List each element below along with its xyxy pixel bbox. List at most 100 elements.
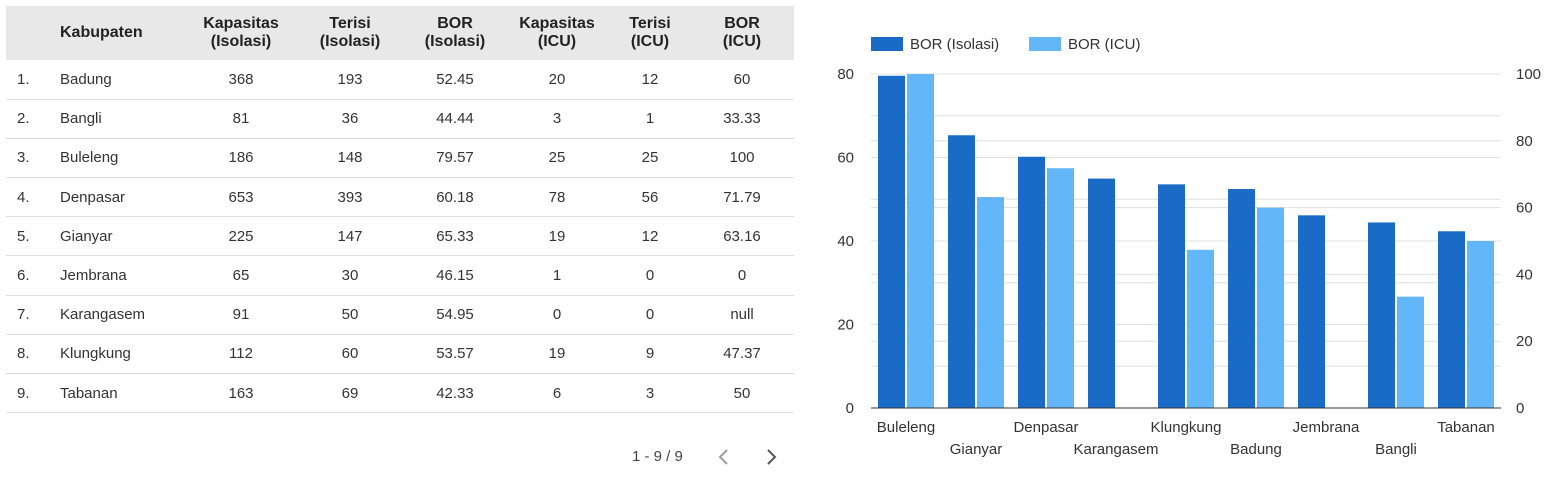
x-tick-label: Jembrana: [1293, 419, 1360, 436]
table-row[interactable]: 8. Klungkung 112 60 53.57 19 9 47.37: [6, 334, 794, 374]
bar-bor-icu: [1047, 168, 1074, 408]
table-row[interactable]: 2. Bangli 81 36 44.44 3 1 33.33: [6, 99, 794, 139]
bar-bor-isolasi: [1298, 215, 1325, 408]
cell-kapasitas-isolasi: 225: [228, 227, 254, 245]
x-tick-label: Denpasar: [1013, 419, 1078, 436]
cell-kabupaten: Bangli: [60, 110, 102, 128]
cell-kabupaten: Tabanan: [60, 384, 118, 402]
cell-kapasitas-isolasi: 653: [228, 188, 254, 206]
bar-bor-icu: [1187, 249, 1214, 408]
row-number: 7.: [17, 306, 30, 324]
cell-kabupaten: Klungkung: [60, 345, 131, 363]
x-tick-label: Tabanan: [1437, 419, 1495, 436]
table-row[interactable]: 4. Denpasar 653 393 60.18 78 56 71.79: [6, 178, 794, 217]
bar-bor-isolasi: [1438, 231, 1465, 408]
legend-label: BOR (Isolasi): [910, 36, 999, 53]
next-page-button[interactable]: [761, 446, 781, 468]
cell-terisi-isolasi: 148: [337, 149, 363, 167]
table-row[interactable]: 1. Badung 368 193 52.45 20 12 60: [6, 60, 794, 100]
pagination-label: 1 - 9 / 9: [632, 448, 683, 465]
cell-kabupaten: Denpasar: [60, 188, 126, 206]
table-row[interactable]: 5. Gianyar 225 147 65.33 19 12 63.16: [6, 217, 794, 256]
header-kapasitas-icu[interactable]: Kapasitas (ICU): [519, 15, 595, 50]
table-row[interactable]: 6. Jembrana 65 30 46.15 1 0 0: [6, 256, 794, 296]
right-y-tick-label: 80: [1516, 133, 1533, 150]
prev-page-button[interactable]: [714, 446, 734, 468]
table-row[interactable]: 3. Buleleng 186 148 79.57 25 25 100: [6, 138, 794, 178]
cell-kabupaten: Badung: [60, 70, 112, 88]
cell-kapasitas-isolasi: 81: [232, 110, 250, 128]
cell-terisi-icu: 56: [641, 188, 659, 206]
cell-bor-icu: 0: [737, 267, 747, 285]
cell-terisi-icu: 9: [645, 345, 655, 363]
cell-bor-icu: 50: [733, 384, 751, 402]
cell-kapasitas-isolasi: 163: [228, 384, 254, 402]
left-y-tick-label: 60: [837, 150, 854, 167]
cell-kapasitas-icu: 6: [552, 384, 562, 402]
cell-kabupaten: Jembrana: [60, 267, 127, 285]
right-y-tick-label: 40: [1516, 266, 1533, 283]
left-y-tick-label: 80: [837, 66, 854, 83]
bar-chart-panel: Buleleng Gianyar Denpasar Karangasem Klungku…: [810, 0, 1550, 472]
cell-terisi-icu: 3: [645, 384, 655, 402]
cell-kapasitas-icu: 78: [548, 188, 566, 206]
cell-terisi-isolasi: 30: [341, 267, 359, 285]
cell-terisi-icu: 0: [645, 267, 655, 285]
header-terisi-icu[interactable]: Terisi (ICU): [629, 15, 671, 50]
header-no: [6, 6, 56, 60]
cell-bor-isolasi: 53.57: [436, 345, 474, 363]
cell-kapasitas-isolasi: 91: [232, 306, 250, 324]
bar-bor-isolasi: [1228, 189, 1255, 408]
cell-bor-icu: null: [730, 306, 754, 324]
header-bor-icu[interactable]: BOR (ICU): [722, 15, 762, 50]
cell-kapasitas-icu: 25: [548, 149, 566, 167]
chevron-left-icon: [718, 449, 728, 465]
cell-kapasitas-isolasi: 65: [232, 267, 250, 285]
bar-bor-isolasi: [878, 75, 905, 408]
cell-bor-icu: 100: [729, 149, 755, 167]
bar-bor-isolasi: [948, 135, 975, 408]
table-row[interactable]: 7. Karangasem 91 50 54.95 0 0 null: [6, 295, 794, 335]
table-row[interactable]: 9. Tabanan 163 69 42.33 6 3 50: [6, 374, 794, 413]
cell-bor-icu: 33.33: [723, 110, 761, 128]
bar-bor-isolasi: [1088, 178, 1115, 408]
bar-bor-icu: [1257, 207, 1284, 408]
x-tick-label: Buleleng: [877, 419, 935, 436]
bar-bor-icu: [977, 197, 1004, 408]
row-number: 4.: [17, 188, 30, 206]
legend-label: BOR (ICU): [1068, 36, 1141, 53]
cell-kapasitas-icu: 0: [552, 306, 562, 324]
x-tick-label: Karangasem: [1073, 441, 1158, 458]
cell-bor-isolasi: 79.57: [436, 149, 474, 167]
legend-swatch: [1029, 37, 1061, 51]
cell-terisi-isolasi: 393: [337, 188, 363, 206]
row-number: 2.: [17, 110, 30, 128]
bar-bor-isolasi: [1368, 222, 1395, 408]
cell-kapasitas-icu: 19: [548, 345, 566, 363]
cell-kabupaten: Buleleng: [60, 149, 119, 167]
cell-terisi-isolasi: 60: [341, 345, 359, 363]
cell-bor-isolasi: 42.33: [436, 384, 474, 402]
right-y-tick-label: 0: [1516, 400, 1524, 417]
x-tick-label: Gianyar: [950, 441, 1003, 458]
bar-bor-isolasi: [1018, 156, 1045, 408]
right-y-tick-label: 60: [1516, 200, 1533, 217]
header-bor-isolasi[interactable]: BOR (Isolasi): [424, 15, 486, 50]
cell-terisi-isolasi: 69: [341, 384, 359, 402]
cell-kapasitas-icu: 20: [548, 70, 566, 88]
bar-bor-icu: [1397, 296, 1424, 408]
bar-bor-isolasi: [1158, 184, 1185, 408]
left-y-tick-label: 40: [837, 233, 854, 250]
cell-kapasitas-isolasi: 368: [228, 70, 254, 88]
header-terisi-isolasi[interactable]: Terisi (Isolasi): [319, 15, 381, 50]
data-table: Kabupaten Kapasitas (Isolasi) Terisi (Isol…: [6, 6, 794, 413]
right-y-tick-label: 100: [1516, 66, 1541, 83]
header-kabupaten[interactable]: Kabupaten: [60, 24, 143, 41]
left-y-tick-label: 20: [837, 317, 854, 334]
data-table-panel: Kabupaten Kapasitas (Isolasi) Terisi (Isol…: [6, 6, 794, 413]
cell-terisi-isolasi: 147: [337, 227, 363, 245]
header-kapasitas-isolasi[interactable]: Kapasitas (Isolasi): [203, 15, 279, 50]
cell-terisi-isolasi: 36: [341, 110, 359, 128]
row-number: 8.: [17, 345, 30, 363]
cell-kapasitas-icu: 19: [548, 227, 566, 245]
